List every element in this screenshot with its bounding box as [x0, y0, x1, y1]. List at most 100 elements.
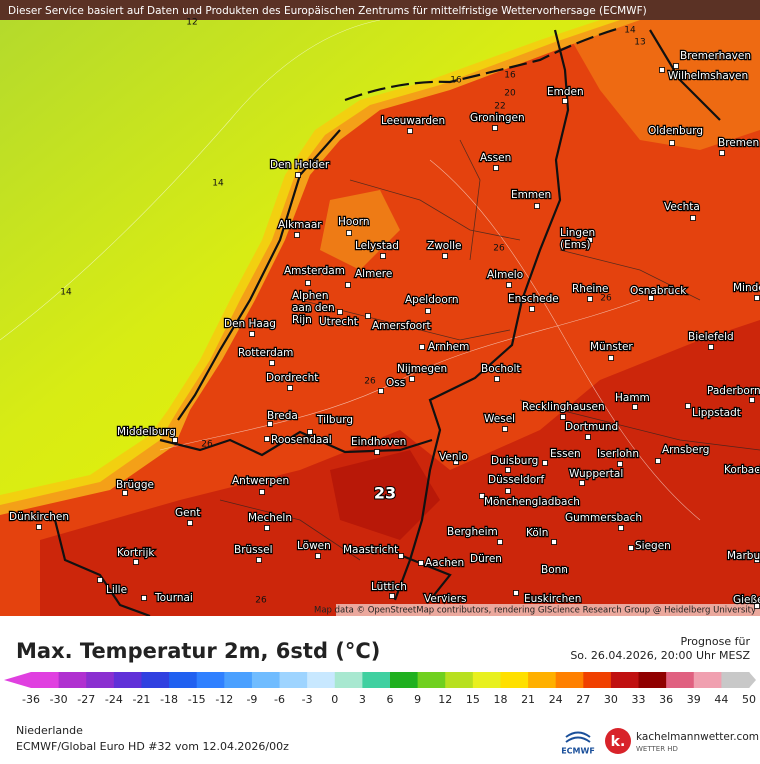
colorbar-cell [610, 672, 640, 688]
colorbar-cell [279, 672, 308, 688]
colorbar-cell [224, 672, 253, 688]
city-dot [269, 360, 275, 366]
colorbar-cell [169, 672, 198, 688]
city-label: Emden [547, 86, 584, 98]
city-label: Amersfoort [372, 320, 431, 332]
isotherms [0, 19, 701, 521]
model: ECMWF/Global Euro HD #32 vom 12.04.2026/… [16, 740, 289, 753]
colorbar-tick: -36 [22, 693, 40, 706]
colorbar-cell [693, 672, 722, 688]
city-dot [719, 150, 725, 156]
city-label: Middelburg [117, 426, 176, 438]
attribution-bg [336, 604, 760, 616]
city-dot [398, 553, 404, 559]
city-label: Bremen [718, 137, 759, 149]
brand: kachelmannwetter.com [636, 731, 759, 743]
city-label: Tilburg [316, 414, 353, 426]
city-label: Bielefeld [688, 331, 734, 343]
city-label: Arnsberg [662, 444, 709, 456]
city-label: Leeuwarden [381, 115, 445, 127]
city-dot [97, 577, 103, 583]
city-label: Brüssel [234, 544, 273, 556]
contour-label: 13 [634, 38, 645, 48]
city-dot [307, 429, 313, 435]
city-label: Nijmegen [397, 363, 447, 375]
city-label: Assen [480, 152, 511, 164]
colorbar-tick: 21 [521, 693, 535, 706]
contour-label: 26 [364, 377, 376, 387]
city-label: Bremerhaven [680, 50, 751, 62]
city-dot [502, 426, 508, 432]
city-dot [505, 467, 511, 473]
colorbar-tick: 6 [387, 693, 394, 706]
city-label: Gummersbach [565, 512, 642, 524]
city-label: Mecheln [248, 512, 292, 524]
contour-label: 26 [600, 294, 612, 304]
colorbar-tick: -21 [132, 693, 150, 706]
colorbar-tick: 44 [714, 693, 728, 706]
ecmwf-logo: ECMWF [561, 747, 595, 756]
cities: Emden Bremerhaven Wilhelmshaven Leeuwarden G… [8, 49, 760, 609]
city-dot [493, 165, 499, 171]
city-label: Essen [550, 448, 581, 460]
colorbar-tick: -3 [302, 693, 313, 706]
city-label: Rheine [572, 283, 608, 295]
city-label: Brügge [116, 479, 154, 491]
city-label: Zwolle [427, 240, 462, 252]
colorbar-tick: -6 [274, 693, 285, 706]
city-label: Dortmund [565, 421, 618, 433]
notice: Dieser Service basiert auf Daten und Pro… [8, 5, 647, 17]
city-label: Dordrecht [266, 372, 318, 384]
city-label: Breda [267, 410, 298, 422]
city-label: Apeldoorn [405, 294, 459, 306]
city-dot [494, 376, 500, 382]
city-dot [505, 488, 511, 494]
brand-icon-letter: k. [611, 734, 626, 750]
city-label: Lingen [560, 227, 595, 239]
city-dot [122, 490, 128, 496]
city-dot [337, 309, 343, 315]
city-label: Bocholt [481, 363, 521, 375]
colorbar-cell [141, 672, 170, 688]
city-dot [648, 295, 654, 301]
colorbar-tick: 39 [687, 693, 701, 706]
city-dot [346, 230, 352, 236]
city-dot [560, 414, 566, 420]
city-label: Osnabrück [630, 285, 687, 297]
city-label: Enschede [508, 293, 559, 305]
city-dot [267, 421, 273, 427]
city-label: Duisburg [491, 455, 538, 467]
city-dot [256, 557, 262, 563]
city-dot [374, 449, 380, 455]
city-dot [419, 344, 425, 350]
city-label: (Ems) [560, 239, 591, 251]
region: Niederlande [16, 724, 83, 737]
map [0, 0, 760, 616]
contour-label: 26 [201, 440, 213, 450]
colorbar-cell [417, 672, 446, 688]
colorbar-end [749, 672, 756, 688]
city-label: Minden [733, 282, 760, 294]
city-label: Iserlohn [597, 448, 639, 460]
city-label: Maastricht [343, 544, 398, 556]
city-dot [617, 461, 623, 467]
colorbar-cell [445, 672, 474, 688]
colorbar-cell [113, 672, 142, 688]
city-label: Alphen [292, 290, 329, 302]
city-label: Arnhem [428, 341, 469, 353]
city-dot [690, 215, 696, 221]
colorbar-tick: 15 [466, 693, 480, 706]
city-dot [529, 306, 535, 312]
colorbar-cell [251, 672, 281, 688]
city-label: Bergheim [447, 526, 498, 538]
city-label: Hamm [615, 392, 650, 404]
max-label: 23 [374, 484, 396, 503]
city-dot [659, 67, 665, 73]
colorbar-tick: 50 [742, 693, 756, 706]
city-label: Münster [590, 341, 633, 353]
city-label: Gent [175, 507, 200, 519]
city-dot [551, 539, 557, 545]
city-label: Oss [386, 377, 405, 389]
city-dot [685, 403, 691, 409]
